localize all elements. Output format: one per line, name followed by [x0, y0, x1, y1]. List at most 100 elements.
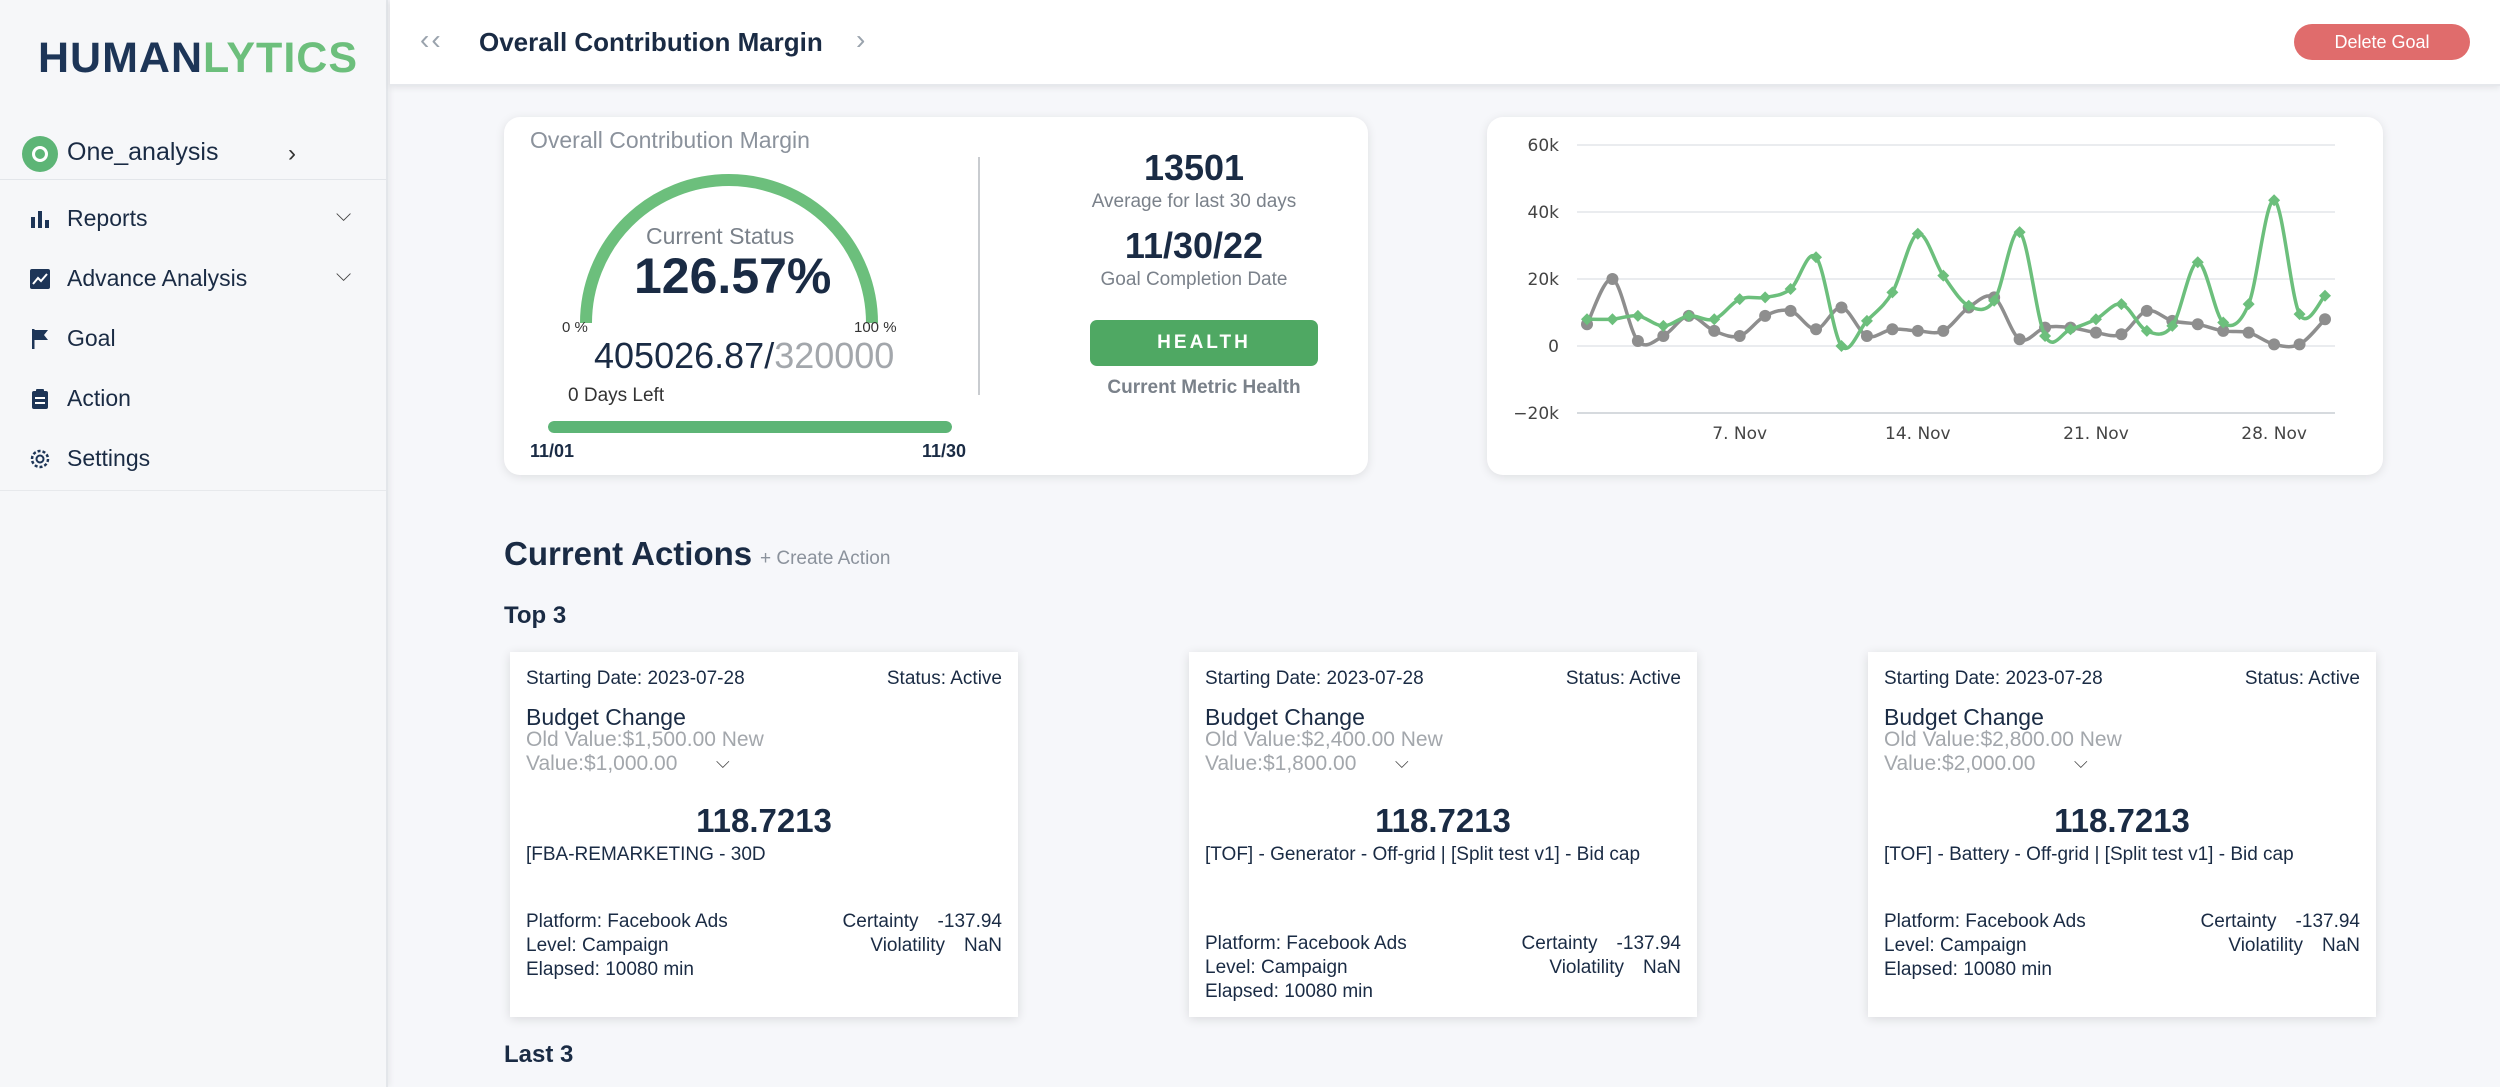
data-point: [2217, 324, 2230, 337]
data-point: [2115, 298, 2128, 311]
action-status: Status: Active: [886, 668, 1002, 689]
data-point: [2140, 324, 2153, 337]
data-point: [1708, 313, 1721, 326]
data-point: [2140, 304, 2153, 317]
data-point: [1911, 324, 1924, 337]
action-platform: Platform: Facebook Ads: [1205, 933, 1407, 954]
data-point: [2319, 313, 2331, 326]
completion-block: 11/30/22 Goal Completion Date: [1044, 225, 1344, 291]
average-value: 13501: [1143, 147, 1245, 188]
action-elapsed: Elapsed: 10080 min: [1884, 959, 2052, 980]
sidebar-divider: [0, 490, 386, 491]
action-elapsed: Elapsed: 10080 min: [526, 959, 694, 980]
action-metrics: Certainty -137.94 Violatility NaN: [2201, 910, 2360, 958]
data-point: [2268, 194, 2281, 207]
data-point: [2089, 326, 2102, 339]
sidebar-item-label: Goal: [67, 325, 116, 351]
sidebar-item-settings[interactable]: Settings: [0, 428, 386, 488]
data-point: [1657, 319, 1670, 332]
data-point: [1860, 329, 1873, 342]
action-card[interactable]: Starting Date: 2023-07-28 Status: Active…: [1189, 652, 1697, 1017]
data-point: [1835, 301, 1848, 314]
action-start-date: Starting Date: 2023-07-28: [526, 668, 745, 689]
trend-chart-card: 60k 40k 20k 0 −20k 7. Nov 14. Nov 21. Nov 28. No…: [1487, 117, 2383, 475]
completion-label: Goal Completion Date: [1100, 269, 1288, 290]
data-point: [1631, 334, 1644, 347]
chevron-down-icon[interactable]: ⌵: [716, 752, 730, 772]
action-metrics: Certainty -137.94 Violatility NaN: [1522, 932, 1681, 980]
series-line: [1586, 198, 2327, 351]
x-tick-label: 14. Nov: [1885, 424, 1951, 444]
chevron-down-icon[interactable]: ⌵: [2074, 752, 2088, 772]
target-value: 320000: [774, 335, 895, 376]
sidebar-item-action[interactable]: Action: [0, 368, 386, 428]
data-point: [2089, 313, 2102, 326]
chevron-down-icon: ⌵: [336, 264, 352, 286]
y-tick-label: 20k: [1528, 270, 1560, 290]
average-label: Average for last 30 days: [1091, 191, 1297, 212]
trend-line-chart: 60k 40k 20k 0 −20k 7. Nov 14. Nov 21. Nov 28. No…: [1513, 136, 2335, 444]
goal-progress-bar: [548, 421, 952, 433]
delete-goal-button[interactable]: Delete Goal: [2294, 24, 2470, 60]
data-point: [1810, 323, 1823, 336]
sidebar-item-advance-analysis[interactable]: Advance Analysis ⌵: [0, 248, 386, 308]
line-chart-icon: [30, 269, 50, 289]
action-status: Status: Active: [2244, 668, 2360, 689]
gear-icon: [30, 449, 50, 469]
data-point: [2064, 323, 2077, 336]
action-volatility: Violatility NaN: [1549, 957, 1681, 978]
action-details: Platform: Facebook Ads Level: Campaign E…: [1884, 910, 2086, 982]
gauge-max-label: 100 %: [854, 319, 897, 336]
action-status: Status: Active: [1565, 668, 1681, 689]
sidebar-item-goal[interactable]: Goal: [0, 308, 386, 368]
action-type: Budget Change: [526, 704, 686, 730]
goal-progress-fill: [548, 421, 952, 433]
project-icon: [22, 136, 58, 172]
sidebar-item-label: Reports: [67, 205, 148, 231]
y-tick-label: −20k: [1513, 404, 1559, 424]
average-block: 13501 Average for last 30 days: [1044, 147, 1344, 213]
data-point: [1860, 314, 1873, 327]
sidebar-item-reports[interactable]: Reports ⌵: [0, 188, 386, 248]
action-campaign-name: [FBA-REMARKETING - 30D: [526, 844, 766, 865]
sidebar-item-label: Settings: [67, 445, 151, 471]
data-point: [2191, 318, 2204, 331]
sidebar-nav: Reports ⌵ Advance Analysis ⌵ Goal Action…: [0, 188, 386, 488]
action-values: Old Value:$2,400.00 New Value:$1,800.00: [1205, 728, 1443, 775]
data-point: [1810, 251, 1823, 264]
action-values: Old Value:$2,800.00 New Value:$2,000.00: [1884, 728, 2122, 775]
action-card[interactable]: Starting Date: 2023-07-28 Status: Active…: [1868, 652, 2376, 1017]
back-chevrons-icon[interactable]: ‹‹: [420, 24, 443, 55]
chevron-right-icon[interactable]: ›: [856, 24, 866, 55]
action-card[interactable]: Starting Date: 2023-07-28 Status: Active…: [510, 652, 1018, 1017]
current-status-value: 126.57%: [634, 248, 832, 304]
action-values: Old Value:$1,500.00 New Value:$1,000.00: [526, 728, 764, 775]
health-label: Current Metric Health: [1107, 377, 1301, 398]
action-type: Budget Change: [1884, 704, 2044, 730]
data-point: [1657, 329, 1670, 342]
end-date: 11/30: [922, 441, 967, 461]
data-point: [1759, 291, 1772, 304]
action-type: Budget Change: [1205, 704, 1365, 730]
completion-date: 11/30/22: [1124, 225, 1264, 266]
action-volatility: Violatility NaN: [2228, 935, 2360, 956]
data-point: [1733, 329, 1746, 342]
brand-logo[interactable]: HUMANLYTICS: [38, 34, 358, 83]
page-title: Overall Contribution Margin: [479, 27, 823, 57]
brand-part1: HUMAN: [38, 34, 204, 82]
action-campaign-name: [TOF] - Generator - Off-grid | [Split te…: [1205, 844, 1641, 865]
action-campaign-name: [TOF] - Battery - Off-grid | [Split test…: [1884, 844, 2294, 865]
chevron-down-icon[interactable]: ⌵: [1395, 752, 1409, 772]
data-point: [2191, 256, 2204, 269]
clipboard-icon: [32, 389, 48, 409]
create-action-link[interactable]: + Create Action: [760, 548, 891, 569]
data-point: [2293, 308, 2306, 321]
days-left: 0 Days Left: [568, 385, 665, 406]
y-tick-label: 0: [1548, 337, 1559, 357]
health-button[interactable]: HEALTH: [1090, 320, 1318, 366]
data-point: [1581, 313, 1593, 326]
sidebar-item-label: Advance Analysis: [67, 265, 248, 291]
action-level: Level: Campaign: [1884, 935, 2027, 956]
data-point: [1631, 309, 1644, 322]
project-selector[interactable]: One_analysis ›: [0, 128, 386, 180]
